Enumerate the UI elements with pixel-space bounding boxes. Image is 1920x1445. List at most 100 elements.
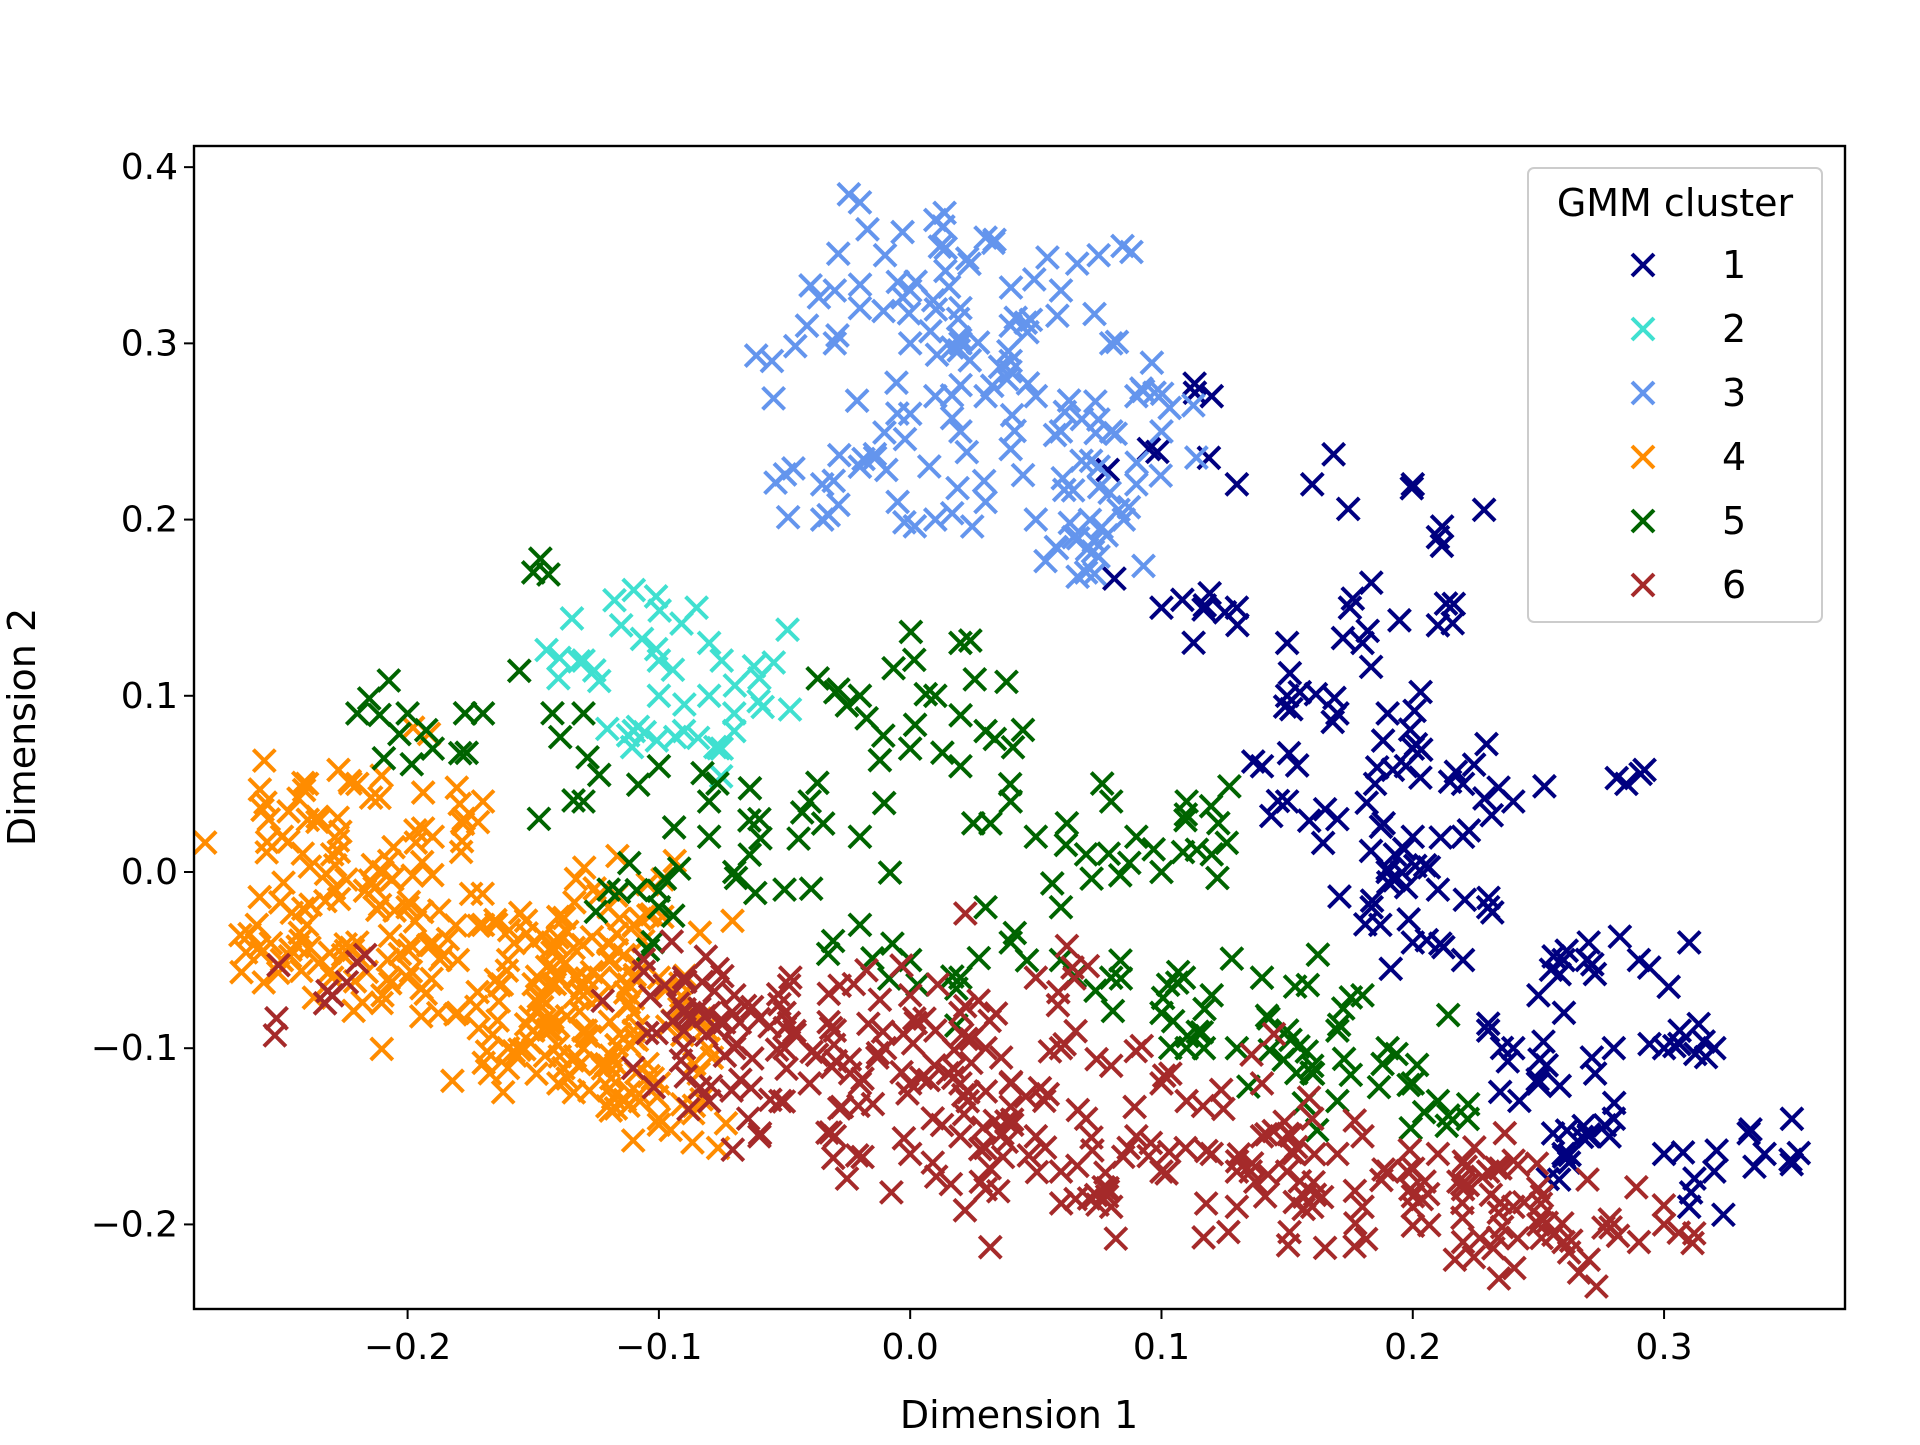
data-point — [820, 1145, 846, 1171]
data-point — [1691, 1029, 1717, 1054]
data-point — [774, 1056, 799, 1082]
data-point — [1626, 947, 1652, 973]
data-point — [440, 1068, 465, 1094]
data-point — [1389, 860, 1415, 885]
data-point — [1541, 1222, 1566, 1248]
data-point — [1359, 888, 1385, 914]
data-point — [978, 811, 1003, 836]
data-point — [1320, 709, 1346, 735]
data-point — [1131, 553, 1156, 579]
data-point — [1296, 808, 1322, 834]
data-point — [470, 881, 496, 907]
data-point — [482, 907, 508, 933]
data-point — [1208, 1077, 1234, 1103]
data-point — [573, 1018, 599, 1044]
data-point — [1191, 597, 1216, 622]
data-point — [652, 972, 678, 998]
data-point — [775, 504, 801, 530]
data-point — [1487, 1079, 1513, 1105]
x-axis: −0.2 −0.1 0.0 0.1 0.2 0.3 — [364, 1309, 1693, 1368]
data-point — [1471, 497, 1497, 523]
data-point — [952, 993, 978, 1019]
data-point — [772, 1035, 797, 1061]
data-point — [247, 777, 273, 803]
data-point — [375, 947, 401, 973]
data-point — [1450, 947, 1476, 973]
data-point — [367, 702, 392, 728]
data-point — [621, 577, 647, 603]
data-point — [594, 1093, 620, 1119]
data-point — [590, 1055, 616, 1081]
legend-items: 1 2 3 4 5 6 — [1630, 243, 1746, 607]
data-point — [1048, 894, 1074, 920]
data-point — [444, 775, 470, 801]
data-point — [834, 1166, 860, 1192]
data-point — [603, 1095, 629, 1121]
data-point — [1738, 1117, 1763, 1142]
data-point — [1261, 1021, 1287, 1047]
data-point — [1048, 278, 1074, 303]
data-point — [1144, 439, 1170, 465]
data-point — [495, 947, 521, 973]
data-point — [660, 657, 686, 683]
data-point — [672, 969, 698, 994]
data-point — [271, 870, 296, 896]
data-point — [526, 984, 552, 1010]
data-point — [871, 790, 897, 816]
data-point — [513, 1012, 539, 1037]
data-point — [1108, 966, 1134, 991]
data-point — [1353, 1226, 1379, 1252]
data-point — [1402, 698, 1427, 724]
data-point — [1495, 1048, 1521, 1074]
data-point — [739, 994, 765, 1020]
data-point — [880, 931, 905, 957]
data-point — [945, 475, 970, 501]
data-point — [305, 804, 331, 830]
data-point — [371, 745, 397, 771]
data-point — [396, 889, 422, 915]
data-point — [1205, 810, 1231, 836]
data-point — [913, 681, 939, 707]
data-point — [958, 1050, 984, 1076]
data-point — [1064, 251, 1090, 277]
data-point — [1032, 1135, 1058, 1160]
data-point — [827, 973, 853, 999]
data-point — [305, 809, 330, 835]
data-point — [376, 668, 402, 693]
data-point — [1164, 970, 1190, 996]
data-point — [897, 982, 923, 1008]
data-point — [574, 1023, 600, 1049]
data-point — [1035, 245, 1060, 270]
data-point — [608, 967, 633, 992]
data-point — [1479, 899, 1505, 925]
data-point — [458, 881, 484, 907]
data-point — [665, 991, 691, 1017]
data-point — [1252, 1184, 1278, 1209]
data-point — [967, 1136, 993, 1162]
data-point — [954, 1026, 979, 1052]
data-point — [1053, 832, 1079, 858]
data-point — [939, 500, 965, 526]
data-point — [746, 688, 772, 714]
data-point — [958, 1027, 984, 1052]
legend-label-6: 6 — [1722, 563, 1746, 607]
data-point — [1500, 1035, 1526, 1061]
data-point — [1096, 841, 1122, 867]
data-point — [1680, 1230, 1705, 1256]
data-point — [938, 1171, 964, 1197]
data-point — [933, 235, 959, 261]
data-point — [1476, 885, 1501, 911]
data-point — [1214, 830, 1240, 856]
series-1 — [1095, 371, 1812, 1228]
data-point — [797, 1071, 823, 1096]
data-point — [939, 405, 965, 431]
data-point — [1435, 1103, 1461, 1129]
x-tick-label: 0.3 — [1635, 1327, 1692, 1368]
data-point — [1016, 1143, 1042, 1168]
data-point — [228, 922, 253, 948]
data-point — [586, 762, 612, 788]
data-point — [1078, 448, 1104, 474]
data-point — [966, 945, 992, 971]
data-point — [905, 972, 930, 998]
data-point — [698, 1073, 724, 1099]
